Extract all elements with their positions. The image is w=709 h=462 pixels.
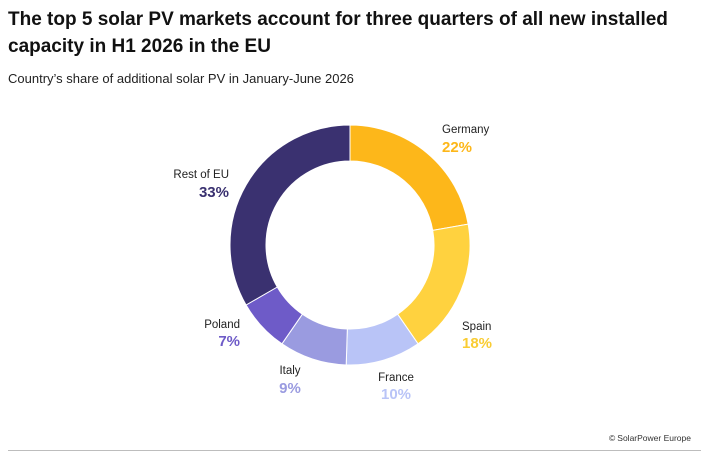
label-france: France bbox=[378, 372, 414, 384]
slice-rest-of-eu bbox=[229, 124, 351, 306]
chart-title: The top 5 solar PV markets account for t… bbox=[8, 9, 668, 57]
value-italy: 9% bbox=[279, 380, 301, 397]
label-germany: Germany bbox=[442, 124, 490, 136]
source-text: SolarPower Europe bbox=[617, 433, 691, 443]
slice-spain bbox=[396, 223, 471, 345]
label-poland: Poland bbox=[204, 319, 240, 331]
value-germany: 22% bbox=[442, 139, 472, 156]
label-italy: Italy bbox=[279, 365, 300, 377]
value-france: 10% bbox=[381, 386, 411, 403]
chart-subtitle: Country’s share of additional solar PV i… bbox=[8, 71, 354, 86]
label-spain: Spain bbox=[462, 321, 491, 333]
source-credit: © SolarPower Europe bbox=[609, 433, 691, 443]
bottom-divider bbox=[8, 450, 701, 451]
copyright-icon: © bbox=[609, 433, 616, 443]
label-rest-of-eu: Rest of EU bbox=[173, 169, 229, 181]
value-rest-of-eu: 33% bbox=[199, 184, 229, 201]
value-spain: 18% bbox=[462, 335, 492, 352]
value-poland: 7% bbox=[218, 333, 240, 350]
